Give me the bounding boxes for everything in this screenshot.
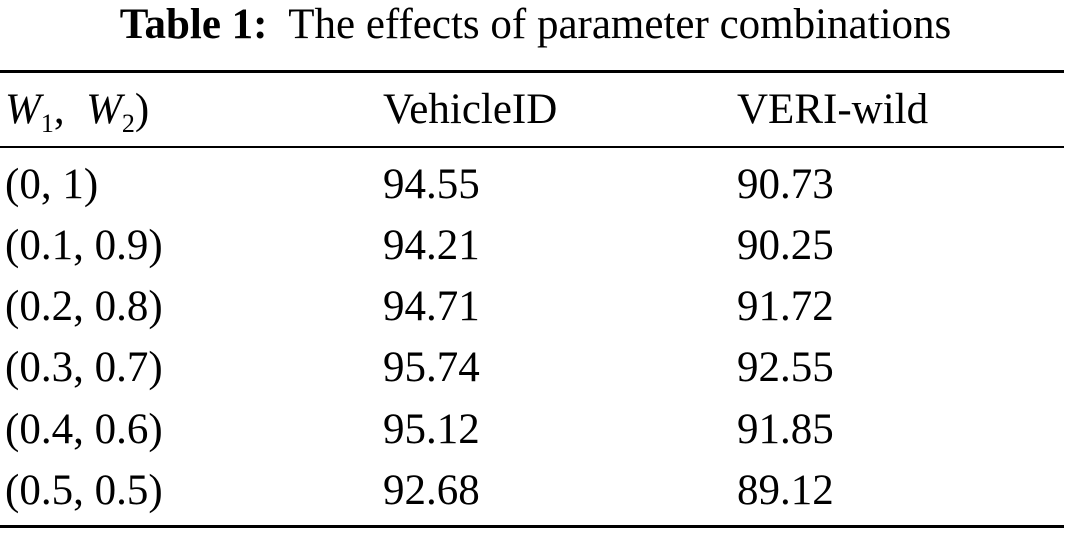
cell-params: (0.2, 0.8) [5, 283, 163, 330]
cell-vehicleid: 95.74 [383, 344, 480, 391]
cell-vehicleid: 94.21 [383, 222, 480, 269]
cell-params: (0.4, 0.6) [5, 406, 163, 453]
cell-veriwild: 91.72 [737, 283, 834, 330]
table-row: (0.1, 0.9) 94.21 90.25 [0, 216, 1064, 276]
cell-params: (0.1, 0.9) [5, 222, 163, 269]
table-row: (0.4, 0.6) 95.12 91.85 [0, 400, 1064, 460]
cell-veriwild: 91.85 [737, 406, 834, 453]
table-header-row: W1, W2) VehicleID VERI-wild [0, 80, 1064, 140]
cell-veriwild: 92.55 [737, 344, 834, 391]
table-top-rule [0, 70, 1064, 73]
table-row: (0.5, 0.5) 92.68 89.12 [0, 461, 1064, 521]
cell-vehicleid: 94.55 [383, 161, 480, 208]
table-caption-text: The effects of parameter combinations [288, 1, 952, 48]
table-row: (0.3, 0.7) 95.74 92.55 [0, 338, 1064, 398]
cell-vehicleid: 94.71 [383, 283, 480, 330]
cell-params: (0.5, 0.5) [5, 467, 163, 514]
header-veriwild: VERI-wild [737, 86, 929, 133]
table-row: (0.2, 0.8) 94.71 91.72 [0, 277, 1064, 337]
header-close-paren: ) [134, 86, 150, 133]
table-row: (0, 1) 94.55 90.73 [0, 155, 1064, 215]
table-caption-label: Table 1: [119, 1, 268, 48]
cell-veriwild: 89.12 [737, 467, 834, 514]
cell-params: (0, 1) [5, 161, 99, 208]
cell-params: (0.3, 0.7) [5, 344, 163, 391]
table-bottom-rule [0, 525, 1064, 528]
cell-veriwild: 90.25 [737, 222, 834, 269]
cell-veriwild: 90.73 [737, 161, 834, 208]
table-caption: Table 1: The effects of parameter combin… [0, 0, 1071, 56]
header-var-w2: W [86, 86, 122, 133]
cell-vehicleid: 92.68 [383, 467, 480, 514]
cell-vehicleid: 95.12 [383, 406, 480, 453]
header-separator: , [53, 86, 65, 133]
header-vehicleid: VehicleID [383, 86, 558, 133]
header-sub-1: 1 [40, 109, 54, 138]
header-sub-2: 2 [121, 109, 135, 138]
header-params: W1, W2) [5, 80, 149, 145]
table-header-rule [0, 146, 1064, 148]
header-var-w1: W [5, 86, 41, 133]
